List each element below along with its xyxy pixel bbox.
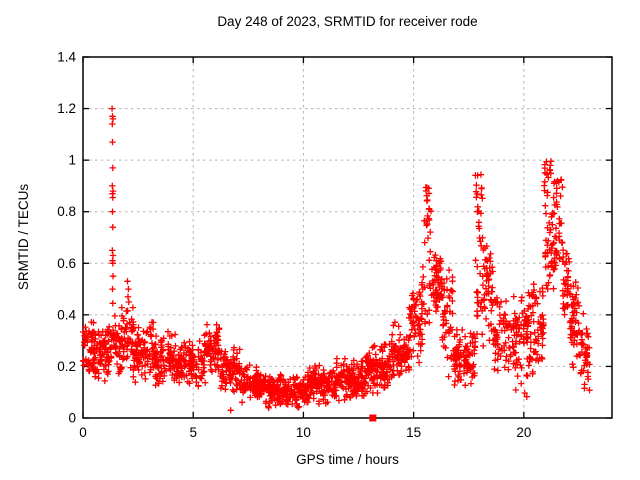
- y-tick-label: 1.2: [57, 101, 76, 116]
- y-tick-label: 0.8: [57, 204, 76, 219]
- x-tick-label: 20: [516, 425, 531, 440]
- x-tick-label: 5: [189, 425, 197, 440]
- y-tick-label: 0.2: [57, 359, 76, 374]
- flag-point-marker: [369, 414, 377, 422]
- plot-border: [82, 56, 613, 419]
- x-tick-label: 10: [296, 425, 311, 440]
- y-tick-label: 0.4: [57, 307, 76, 322]
- x-tick-label: 0: [79, 425, 87, 440]
- y-tick-label: 1: [68, 153, 76, 168]
- y-tick-label: 1.4: [57, 50, 76, 65]
- x-tick-label: 15: [406, 425, 421, 440]
- y-tick-label: 0.6: [57, 256, 76, 271]
- y-tick-label: 0: [68, 411, 76, 426]
- scatter-points: [80, 105, 593, 414]
- chart-title: Day 248 of 2023, SRMTID for receiver rod…: [217, 14, 478, 29]
- x-axis-label: GPS time / hours: [296, 452, 399, 467]
